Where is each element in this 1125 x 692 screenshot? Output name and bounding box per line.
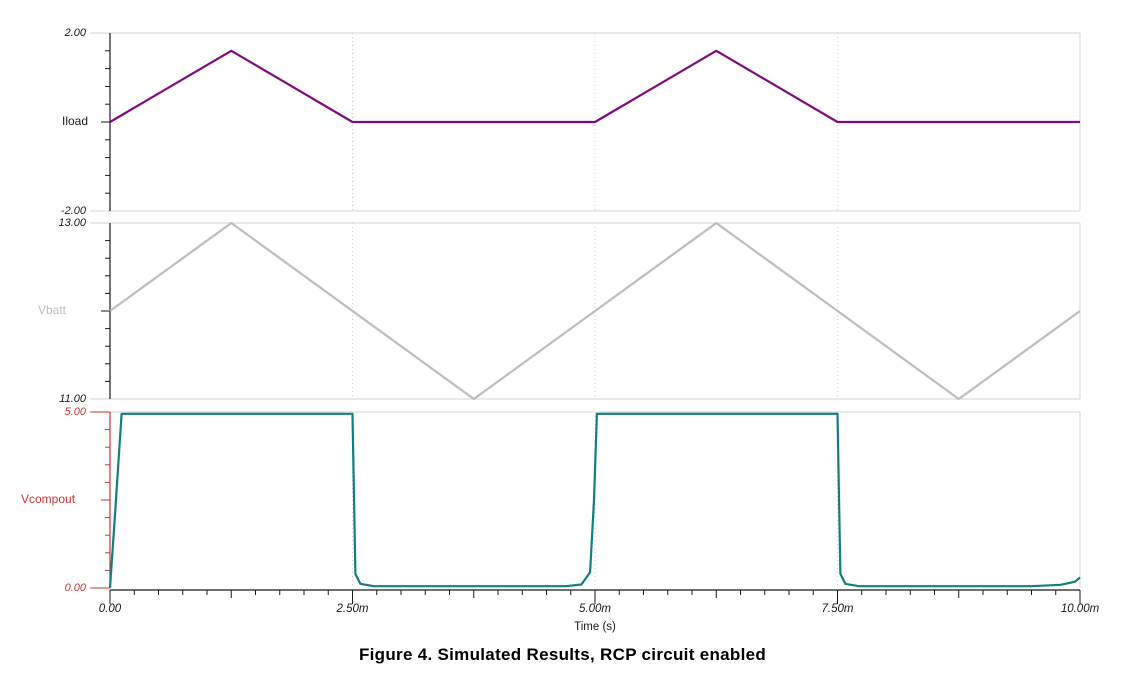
signal-label-iload: Iload (62, 114, 89, 128)
iload-curve (109, 49, 1080, 124)
vbatt-curve (109, 221, 1081, 401)
figure-caption: Figure 4. Simulated Results, RCP circuit… (358, 645, 767, 664)
x-axis-title: Time (s) (574, 621, 616, 633)
y-axis-label-iload-top: 2.00 (64, 27, 86, 39)
vcompout-curve (108, 412, 1081, 589)
x-tick-label: 5.00m (579, 603, 611, 615)
signal-label-vbatt: Vbatt (38, 303, 67, 317)
y-axis-label-iload-bottom: -2.00 (60, 205, 86, 217)
x-tick-label: 0.00 (98, 603, 122, 615)
y-axis-label-vbatt-bottom: 11.00 (59, 393, 86, 405)
y-axis-label-vcompout-bottom: 0.00 (64, 582, 86, 594)
signal-label-vcompout: Vcompout (21, 492, 76, 506)
y-axis-label-vbatt-top: 13.00 (58, 217, 86, 229)
x-tick-label: 7.50m (821, 603, 854, 615)
x-tick-label: 2.50m (336, 603, 369, 615)
y-axis-label-vcompout-top: 5.00 (64, 406, 86, 418)
x-tick-label: 10.00m (1060, 603, 1100, 615)
